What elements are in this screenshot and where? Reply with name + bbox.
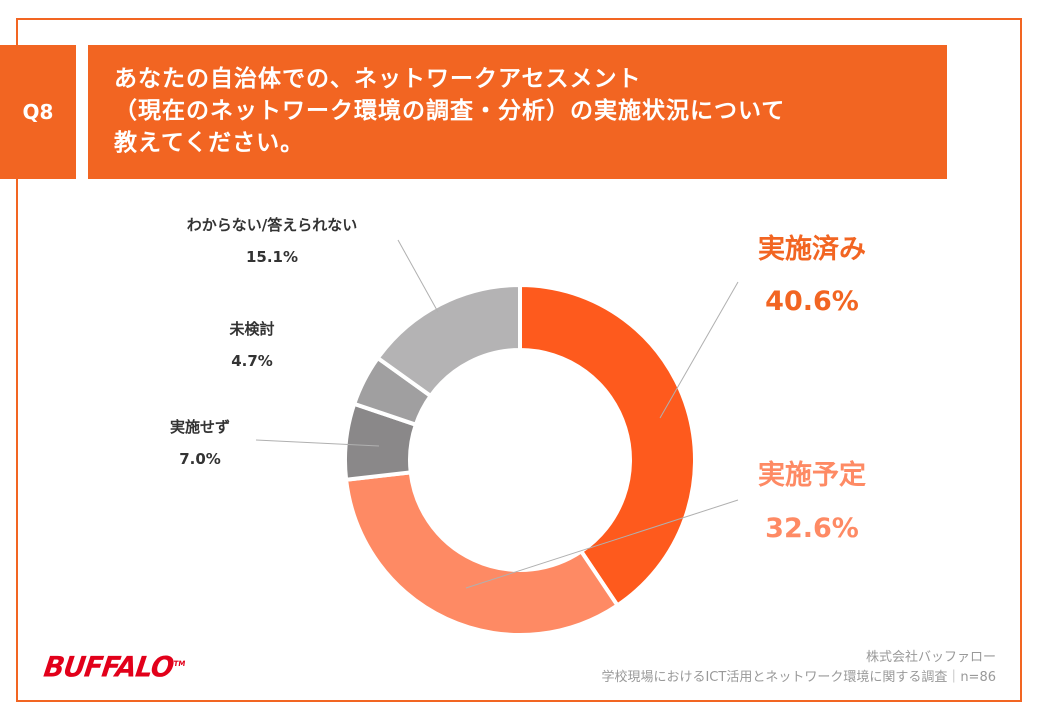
- slice-category-label: わからない/答えられない: [187, 216, 357, 234]
- question-number: Q8: [22, 100, 54, 124]
- slice-category-label: 実施済み: [758, 233, 866, 265]
- buffalo-logo: BUFFALOTM: [42, 651, 187, 684]
- question-header: あなたの自治体での、ネットワークアセスメント （現在のネットワーク環境の調査・分…: [88, 45, 947, 179]
- slice-category-label: 未検討: [228, 320, 274, 338]
- donut-slice: [343, 470, 621, 637]
- leader-line: [255, 439, 380, 447]
- footer-company: 株式会社バッファロー: [865, 650, 996, 665]
- slice-category-label: 実施せず: [170, 418, 230, 436]
- question-number-badge: Q8: [0, 45, 76, 179]
- logo-text: BUFFALO: [41, 651, 176, 684]
- leader-line: [397, 239, 439, 313]
- slice-value-label: 4.7%: [231, 352, 273, 370]
- slice-category-label: 実施予定: [758, 459, 866, 491]
- leader-line: [465, 499, 739, 589]
- slice-value-label: 7.0%: [179, 450, 221, 468]
- slice-value-label: 32.6%: [765, 513, 859, 544]
- footer-survey: 学校現場におけるICT活用とネットワーク環境に関する調査｜n=86: [601, 670, 996, 685]
- donut-slice: [518, 282, 697, 609]
- slice-value-label: 15.1%: [246, 248, 298, 266]
- leader-line: [659, 281, 739, 419]
- logo-trademark: TM: [172, 659, 186, 669]
- question-line-2: （現在のネットワーク環境の調査・分析）の実施状況について: [114, 98, 786, 124]
- donut-slice: [374, 282, 522, 399]
- question-line-3: 教えてください。: [114, 130, 305, 156]
- slice-value-label: 40.6%: [765, 286, 859, 317]
- slide-frame: [16, 18, 1022, 702]
- question-line-1: あなたの自治体での、ネットワークアセスメント: [114, 66, 642, 92]
